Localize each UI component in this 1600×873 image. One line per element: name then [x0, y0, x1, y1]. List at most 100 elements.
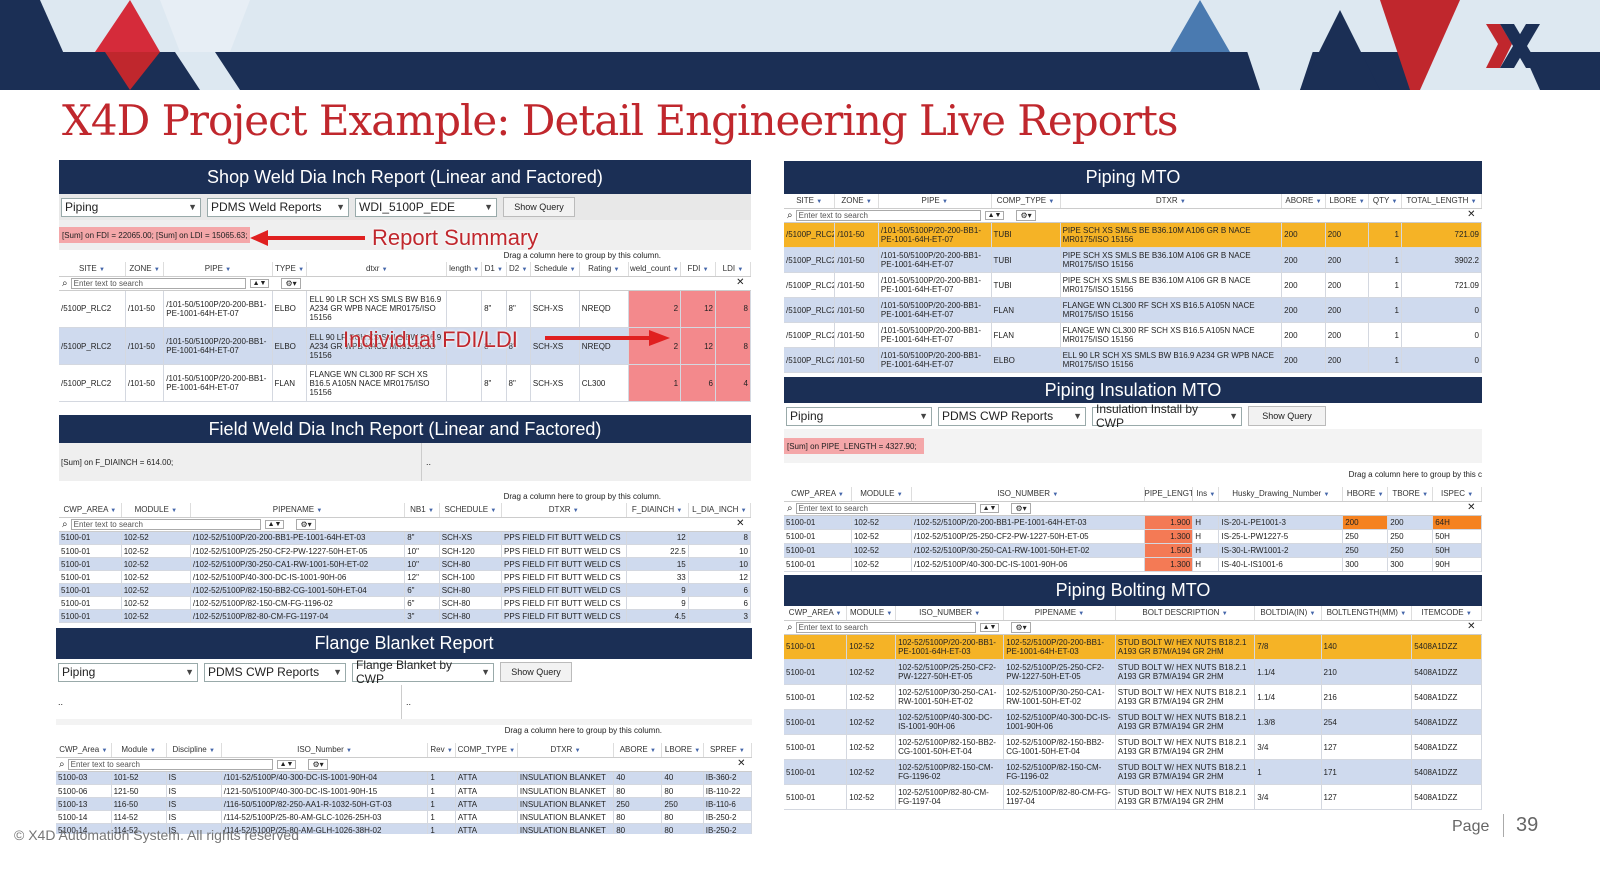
table-row[interactable]: 5100-03 101-52 IS/101-52/5100P/40-300-DC-I… — [56, 771, 752, 785]
column-header[interactable]: Discipline ▼ — [166, 743, 222, 758]
filter-icon[interactable]: ▼ — [896, 492, 903, 499]
table-row[interactable]: 5100-14 114-52 IS/114-52/5100P/25-80-AM-GL… — [56, 810, 752, 824]
filter-icon[interactable]: ▼ — [569, 267, 576, 274]
filter-icon[interactable]: ▼ — [521, 267, 528, 274]
filter-icon[interactable]: ▼ — [737, 267, 744, 274]
report-select[interactable]: Flange Blanket by CWP ▼ — [352, 658, 494, 686]
filter-icon[interactable]: ▼ — [702, 267, 709, 274]
column-header[interactable]: SCHEDULE ▼ — [439, 503, 503, 518]
filter-icon[interactable]: ▼ — [490, 508, 497, 515]
column-header[interactable]: ISO_NUMBER ▼ — [911, 487, 1145, 502]
table-row[interactable]: 5100-01 102-52/102-52/5100P/20-200-BB1-PE… — [784, 515, 1482, 530]
discipline-select[interactable]: Piping ▼ — [58, 662, 198, 682]
table-row[interactable]: /5100P_RLC2/101-50/101-50/5100P/20-200-B… — [784, 222, 1482, 248]
column-header[interactable]: DTXR ▼ — [1060, 194, 1283, 209]
filter-icon[interactable]: ▼ — [1309, 611, 1316, 618]
close-icon[interactable]: ✕ — [1467, 208, 1476, 220]
report-type-select[interactable]: PDMS Weld Reports ▼ — [207, 197, 349, 217]
filter-icon[interactable]: ▼ — [974, 611, 981, 618]
filter-icon[interactable]: ▼ — [1052, 492, 1059, 499]
table-row[interactable]: /5100P_RLC2/101-50/101-50/5100P/20-200-B… — [59, 327, 751, 365]
table-row[interactable]: 5100-14 114-52 IS/114-52/5100P/25-80-AM-GL… — [56, 823, 752, 834]
filter-icon[interactable]: ▼ — [208, 748, 215, 755]
report-select[interactable]: WDI_5100P_EDE ▼ — [355, 197, 497, 217]
table-row[interactable]: 5100-13 116-50 IS/116-50/5100P/82-250-AA1-… — [56, 797, 752, 811]
filter-icon[interactable]: ▼ — [865, 199, 872, 206]
search-input[interactable]: Enter text to search — [67, 758, 273, 770]
filter-icon[interactable]: ▼ — [446, 748, 453, 755]
table-row[interactable]: 5100-01 102-52/102-52/5100P/25-250-CF2-PW… — [784, 529, 1482, 544]
column-header[interactable]: Rating ▼ — [579, 262, 629, 277]
table-row[interactable]: /5100P_RLC2/101-50/101-50/5100P/20-200-B… — [784, 272, 1482, 298]
column-header[interactable]: SPREF ▼ — [703, 743, 752, 758]
table-row[interactable]: 5100-01 102-52/102-52/5100P/82-150-CM-FG-… — [59, 596, 751, 610]
column-header[interactable]: CWP_AREA ▼ — [59, 503, 122, 518]
filter-icon[interactable]: ▼ — [649, 748, 656, 755]
filter-icon[interactable]: ▼ — [1467, 492, 1474, 499]
table-row[interactable]: 5100-01 102-52/102-52/5100P/82-150-BB2-CG… — [59, 583, 751, 597]
column-header[interactable]: BOLTLENGTH(MM) ▼ — [1321, 606, 1413, 621]
filter-icon[interactable]: ▼ — [740, 508, 747, 515]
show-query-button[interactable]: Show Query — [503, 197, 575, 217]
filter-icon[interactable]: ▼ — [1078, 611, 1085, 618]
show-query-button[interactable]: Show Query — [500, 662, 572, 682]
report-select[interactable]: Insulation Install by CWP ▼ — [1092, 402, 1242, 430]
filter-icon[interactable]: ▼ — [298, 267, 305, 274]
filter-icon[interactable]: ▼ — [473, 267, 480, 274]
filter-icon[interactable]: ▼ — [98, 267, 105, 274]
column-header[interactable]: DTXR ▼ — [501, 503, 627, 518]
column-header[interactable]: HBORE ▼ — [1342, 487, 1389, 502]
column-header[interactable]: CWP_AREA ▼ — [784, 487, 852, 502]
table-row[interactable]: /5100P_RLC2/101-50/101-50/5100P/20-200-B… — [784, 247, 1482, 273]
column-header[interactable]: CWP_Area ▼ — [56, 743, 112, 758]
filter-icon[interactable]: ▼ — [694, 748, 701, 755]
column-header[interactable]: MODULE ▼ — [851, 487, 912, 502]
nav-arrows-icon[interactable]: ▲▼ — [276, 759, 297, 769]
table-row[interactable]: 5100-01 102-52 102-52/5100P/82-150-BB2-CG-… — [784, 734, 1482, 760]
gear-icon[interactable]: ⚙▾ — [1016, 209, 1036, 221]
filter-icon[interactable]: ▼ — [1358, 199, 1365, 206]
search-input[interactable]: Enter text to search — [795, 621, 976, 633]
filter-icon[interactable]: ▼ — [1465, 611, 1472, 618]
gear-icon[interactable]: ⚙▾ — [281, 277, 301, 289]
filter-icon[interactable]: ▼ — [101, 748, 108, 755]
filter-icon[interactable]: ▼ — [613, 267, 620, 274]
gear-icon[interactable]: ⚙▾ — [308, 758, 328, 770]
table-row[interactable]: 5100-01 102-52 102-52/5100P/82-150-CM-FG-1… — [784, 759, 1482, 785]
filter-icon[interactable]: ▼ — [346, 748, 352, 755]
filter-icon[interactable]: ▼ — [941, 199, 948, 206]
filter-icon[interactable]: ▼ — [672, 267, 679, 274]
column-header[interactable]: NB1 ▼ — [404, 503, 440, 518]
filter-icon[interactable]: ▼ — [886, 611, 893, 618]
column-header[interactable]: PIPENAME ▼ — [190, 503, 406, 518]
filter-icon[interactable]: ▼ — [316, 508, 323, 515]
close-icon[interactable]: ✕ — [737, 757, 746, 769]
table-row[interactable]: 5100-01 102-52/102-52/5100P/20-200-BB1-PE… — [59, 531, 751, 545]
filter-icon[interactable]: ▼ — [1377, 492, 1384, 499]
column-header[interactable]: PIPE ▼ — [163, 262, 273, 277]
column-header[interactable]: LDI ▼ — [715, 262, 751, 277]
table-row[interactable]: 5100-01 102-52/102-52/5100P/30-250-CA1-RW… — [59, 557, 751, 571]
nav-arrows-icon[interactable]: ▲▼ — [249, 278, 270, 288]
close-icon[interactable]: ✕ — [1467, 501, 1476, 513]
filter-icon[interactable]: ▼ — [1400, 611, 1407, 618]
filter-icon[interactable]: ▼ — [509, 748, 516, 755]
column-header[interactable]: FDI ▼ — [680, 262, 716, 277]
column-header[interactable]: COMP_TYPE ▼ — [991, 194, 1061, 209]
nav-arrows-icon[interactable]: ▲▼ — [979, 503, 1000, 513]
filter-icon[interactable]: ▼ — [427, 508, 434, 515]
column-header[interactable]: BOLT DESCRIPTION ▼ — [1115, 606, 1256, 621]
column-header[interactable]: QTY ▼ — [1368, 194, 1402, 209]
report-type-select[interactable]: PDMS CWP Reports ▼ — [938, 406, 1086, 426]
column-header[interactable]: SITE ▼ — [784, 194, 836, 209]
column-header[interactable]: Husky_Drawing_Number ▼ — [1218, 487, 1344, 502]
gear-icon[interactable]: ⚙▾ — [296, 518, 316, 530]
column-header[interactable]: BOLTDIA(IN) ▼ — [1254, 606, 1322, 621]
table-row[interactable]: 5100-01 102-52 102-52/5100P/40-300-DC-IS-1… — [784, 709, 1482, 735]
column-header[interactable]: Ins ▼ — [1192, 487, 1220, 502]
column-header[interactable]: ISO_NUMBER ▼ — [895, 606, 1005, 621]
table-row[interactable]: 5100-01 102-52/102-52/5100P/30-250-CA1-RW… — [784, 543, 1482, 558]
column-header[interactable]: DTXR ▼ — [517, 743, 615, 758]
column-header[interactable]: L_DIA_INCH ▼ — [688, 503, 751, 518]
column-header[interactable]: length ▼ — [446, 262, 483, 277]
